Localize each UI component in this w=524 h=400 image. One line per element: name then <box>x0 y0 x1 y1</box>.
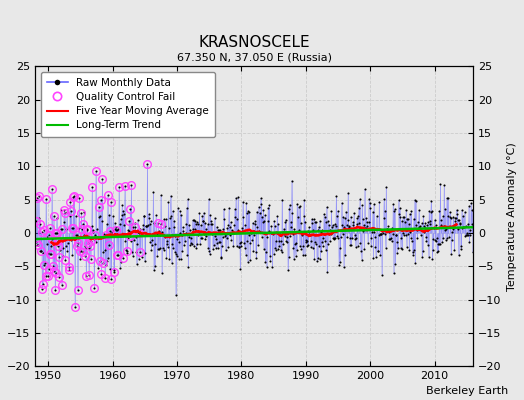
Text: 67.350 N, 37.050 E (Russia): 67.350 N, 37.050 E (Russia) <box>177 53 332 63</box>
Title: KRASNOSCELE: KRASNOSCELE <box>199 35 310 50</box>
Legend: Raw Monthly Data, Quality Control Fail, Five Year Moving Average, Long-Term Tren: Raw Monthly Data, Quality Control Fail, … <box>40 72 215 136</box>
Text: Berkeley Earth: Berkeley Earth <box>426 386 508 396</box>
Y-axis label: Temperature Anomaly (°C): Temperature Anomaly (°C) <box>507 142 517 291</box>
